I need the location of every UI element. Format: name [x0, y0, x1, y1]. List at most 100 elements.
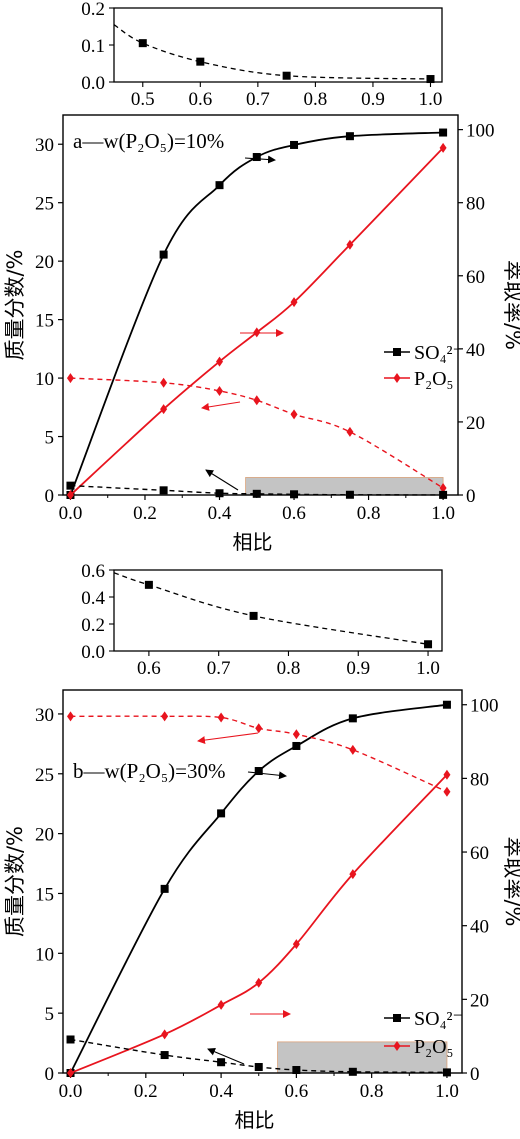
panel-b-inset-x-tick-label: 0.6: [137, 658, 161, 679]
panel-a-series-so4-right-line: [69, 131, 444, 496]
panel-a-inset-x-tick-label: 0.7: [246, 89, 270, 110]
panel-b-arrow-so4-inset-pointer: [207, 1048, 245, 1065]
panel-b-series-left-so4-left-point: [217, 1058, 226, 1067]
panel-a-series-left-so4-left-point: [66, 481, 75, 490]
panel-a-shaded-zoom-region: [245, 477, 444, 496]
panel-b-inset-x-tick-label: 0.8: [277, 658, 301, 679]
panel-a-inset-series-point: [138, 39, 147, 48]
panel-a-x-label: 相比: [233, 530, 273, 554]
panel-b-inset-x-tick-label: 0.7: [207, 658, 231, 679]
panel-a-series-so4-right-point: [345, 132, 354, 141]
panel-a-inset-x-tick-label: 0.6: [188, 89, 212, 110]
panel-b-series-so4-right-point: [160, 884, 169, 893]
panel-a-inset-series-line: [113, 24, 431, 80]
panel-b-x-tick-label: 1.0: [435, 1081, 459, 1102]
panel-a-x-tick-label: 0.0: [59, 503, 83, 524]
panel-a-plot-frame: [62, 114, 459, 496]
panel-a-inset-y-tick-label: 0.0: [81, 73, 105, 94]
panel-a-inset-series-point: [282, 71, 291, 80]
panel-b-y-right-tick-label: 20: [470, 990, 489, 1011]
panel-a-x-tick-label: 0.8: [357, 503, 381, 524]
panel-b-series-so4-right-point: [217, 809, 226, 818]
panel-b-plot-frame: [62, 689, 463, 1074]
panel-b-series-left-p2o5-left-point: [443, 786, 451, 797]
panel-b-y-left-label: 质量分数/%: [3, 826, 27, 937]
panel-a-y-left-tick-label: 10: [35, 369, 54, 390]
panel-b-x-tick-label: 0.6: [285, 1081, 309, 1102]
panel-a-y-left-tick-label: 15: [35, 311, 54, 332]
panel-b-y-left-tick-label: 20: [35, 825, 54, 846]
panel-a-series-so4-right-point: [252, 153, 261, 162]
panel-b-series-left-p2o5-left-point: [161, 711, 169, 722]
panel-a-y-right-tick-label: 60: [466, 267, 485, 288]
panel-b-y-left-tick-label: 0: [45, 1064, 55, 1085]
panel-a-legend-p2o5-label: P₂O₅: [414, 368, 454, 390]
panel-b-series-p2o5-right-point: [161, 1029, 169, 1040]
panel-a-legend-p2o5-marker: [393, 373, 401, 383]
panel-a-series-left-so4-left-point: [215, 489, 224, 498]
panel-b-series-left-so4-left-point: [442, 1068, 451, 1077]
panel-b-y-left-tick-label: 30: [35, 705, 54, 726]
panel-a-y-left-tick-label: 30: [35, 135, 54, 156]
panel-a-series-so4-right-point: [215, 181, 224, 190]
panel-b-inset-x-tick-label: 0.9: [346, 658, 370, 679]
panel-a-x-tick-label: 0.4: [208, 503, 232, 524]
panel-b-x-tick-label: 0.4: [209, 1081, 233, 1102]
panel-a-series-p2o5-right-point: [216, 356, 224, 367]
panel-b-y-right-tick-label: 40: [470, 917, 489, 938]
panel-a-series-so4-right-point: [290, 140, 299, 149]
panel-a-y-left-label: 质量分数/%: [3, 249, 27, 360]
panel-a-inset-x-tick-label: 1.0: [419, 89, 443, 110]
panel-a-y-right-tick-label: 40: [466, 340, 485, 361]
panel-a-group: 0.0 0.2 0.4 0.6 0.8 1.0 0 5 10 15 20 25 30 0 20 40 60 80 1…: [3, 0, 520, 554]
panel-a-series-p2o5-right-point: [66, 490, 74, 500]
panel-b-series-left-p2o5-left-point: [292, 729, 300, 740]
panel-b-series-so4-right-point: [348, 714, 357, 723]
panel-b-legend-p2o5-marker: [393, 1041, 401, 1051]
panel-b-series-left-p2o5-left-point: [67, 711, 75, 722]
panel-b-y-left-tick-label: 10: [35, 944, 54, 965]
panel-b-series-left-so4-left-point: [66, 1035, 75, 1044]
panel-b-group: 0.0 0.2 0.4 0.6 0.8 1.0 0 5 10 15 20 25 30 0 20 40 60 80 1…: [3, 561, 520, 1132]
panel-b-inset-y-tick-label: 0.0: [81, 642, 105, 663]
panel-b-y-right-label: 萃取率/%: [501, 836, 520, 926]
panel-a-x-tick-label: 0.2: [133, 503, 157, 524]
panel-a-y-right-tick-label: 20: [466, 413, 485, 434]
panel-a-inset-x-tick-label: 0.9: [361, 89, 385, 110]
panel-b-arrow-so4-to-right-axis: [247, 771, 287, 780]
panel-b-y-left-tick-label: 5: [45, 1004, 55, 1025]
panel-a-series-left-so4-left-point: [345, 490, 354, 499]
panel-b-series-p2o5-right-line: [70, 774, 448, 1074]
panel-a-series-p2o5-right-point: [160, 404, 168, 415]
panel-a-inset-y-tick-label: 0.2: [81, 0, 105, 20]
panel-a-inset-x-tick-label: 0.8: [304, 89, 328, 110]
panel-b-inset-series-point: [249, 611, 258, 620]
panel-b-arrow-p2o5-to-left-axis: [197, 732, 259, 745]
panel-a-series-left-so4-left-point: [439, 490, 448, 499]
panel-a-annotation: a—w(P₂O₅)=10%: [73, 129, 224, 153]
panel-a-arrow-p2o5-to-left-axis: [201, 401, 241, 411]
panel-a-y-right-tick-label: 100: [466, 121, 495, 142]
panel-b-inset-y-tick-label: 0.2: [81, 615, 105, 636]
panel-a-series-left-p2o5-left-point: [290, 409, 298, 420]
panel-a-series-left-p2o5-left-line: [70, 377, 444, 489]
panel-b-x-tick-label: 0.2: [134, 1081, 158, 1102]
panel-b-series-left-so4-left-point: [160, 1051, 169, 1060]
panel-b-series-p2o5-right-point: [349, 869, 357, 880]
panel-a-series-left-so4-left-point: [252, 489, 261, 498]
panel-a-x-tick-label: 1.0: [431, 503, 455, 524]
panel-a-series-left-p2o5-left-point: [66, 373, 74, 384]
panel-b-x-tick-label: 0.8: [360, 1081, 384, 1102]
panel-b-inset-frame: [113, 569, 443, 652]
panel-a-series-left-so4-left-point: [159, 486, 168, 495]
panel-a-arrow-so4-inset-pointer: [205, 469, 239, 491]
panel-a-y-right-tick-label: 80: [466, 194, 485, 215]
panel-a-series-left-p2o5-left-point: [216, 385, 224, 396]
panel-b-y-left-tick-label: 15: [35, 884, 54, 905]
panel-b-y-left-tick-label: 25: [35, 765, 54, 786]
panel-a-y-left-tick-label: 0: [45, 486, 55, 507]
panel-a-y-left-tick-label: 20: [35, 252, 54, 273]
panel-b-y-right-tick-label: 80: [470, 769, 489, 790]
panel-b-legend-p2o5-label: P₂O₅: [414, 1036, 454, 1058]
